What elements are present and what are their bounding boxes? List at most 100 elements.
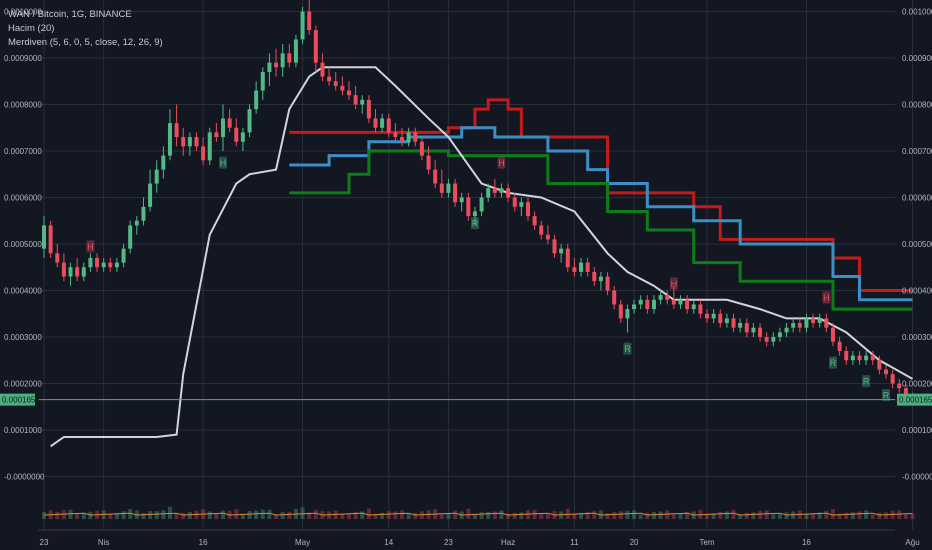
volume-bar [857, 511, 862, 519]
volume-bar [824, 510, 829, 519]
left-price-axis[interactable]: 0.00110000.00100000.00090000.00080000.00… [0, 0, 45, 482]
volume-bar [108, 514, 113, 519]
volume-bar [128, 509, 133, 519]
ladder-indicator-label[interactable]: Merdiven (5, 6, 0, 5, close, 12, 26, 9) [8, 37, 163, 48]
volume-bar [340, 514, 345, 519]
volume-bar [373, 513, 378, 519]
volume-bar [830, 509, 835, 519]
volume-bar [400, 510, 405, 519]
signal-marker-box [623, 342, 632, 355]
candle-body [360, 99, 365, 105]
candle-body [187, 137, 192, 147]
candle-body [121, 248, 126, 263]
volume-bar [300, 507, 305, 519]
candle-body [744, 323, 749, 333]
volume-bar [446, 512, 451, 519]
candle-body [42, 225, 46, 249]
volume-bar [844, 512, 849, 519]
volume-bar [711, 513, 716, 519]
signal-marker-label: H [671, 279, 678, 289]
ladder-line-green [289, 149, 913, 311]
candle-body [453, 183, 458, 203]
left-axis-tick-label: 0.0002000 [4, 380, 42, 389]
time-axis[interactable]: 23Nis16May1423Haz1120Tem16Ağu1322Eyl1019… [38, 529, 932, 547]
left-axis-tick-label: 0.0004000 [4, 287, 42, 296]
candle-body [293, 39, 298, 63]
right-price-axis[interactable]: 0.00110000.00100000.00090000.00080000.00… [897, 0, 932, 482]
candle-body [565, 248, 570, 268]
volume-bar [380, 512, 385, 519]
signal-marker-label: R [883, 391, 890, 401]
candle-body [890, 374, 895, 384]
right-axis-tick-label: 0.0004000 [902, 287, 932, 296]
volume-bar [777, 513, 782, 519]
time-axis-tick-label: 16 [199, 538, 208, 547]
right-last-price-label: 0.0001653 [899, 396, 932, 405]
right-axis-tick-label: 0.0003000 [902, 333, 932, 342]
candle-body [857, 355, 862, 361]
volume-bar [75, 513, 80, 519]
volume-bar [758, 510, 763, 519]
volume-bar [360, 511, 365, 519]
left-axis-tick-label: 0.0005000 [4, 240, 42, 249]
volume-bar [605, 513, 610, 519]
volume-bar [280, 512, 285, 519]
left-axis-tick-label: -0.0000000 [4, 473, 45, 482]
candle-body [764, 337, 769, 342]
volume-bar [870, 514, 875, 519]
candle-body [870, 355, 875, 361]
volume-bar [705, 514, 709, 519]
volume-bar [221, 510, 226, 519]
candle-body [280, 53, 285, 68]
candle-body [446, 183, 451, 193]
candle-body [95, 257, 100, 268]
right-axis-tick-label: 0.0009000 [902, 54, 932, 63]
signal-marker-label: H [498, 158, 505, 168]
candle-body [194, 137, 199, 147]
volume-bar [366, 508, 371, 519]
signal-marker-box [882, 389, 891, 402]
candle-body [439, 183, 444, 193]
signal-marker-box [86, 240, 95, 253]
candle-body [665, 295, 670, 300]
candle-body [221, 118, 226, 138]
right-axis-tick-label: 0.0002000 [902, 380, 932, 389]
candle-body [844, 350, 849, 361]
candle-body [559, 248, 564, 254]
volume-bar [903, 513, 908, 519]
signal-marker-box [470, 217, 479, 230]
candle-body [711, 313, 716, 319]
candle-body [579, 262, 584, 272]
time-axis-tick-label: Nis [98, 538, 110, 547]
volume-bar [612, 512, 617, 519]
candle-body [174, 123, 179, 138]
candle-body [141, 206, 146, 221]
candle-body [791, 323, 796, 328]
candle-body [101, 262, 106, 268]
right-axis-tick-label: 0.0005000 [902, 240, 932, 249]
ladder-line-red [289, 98, 913, 292]
volume-bar [466, 508, 471, 519]
volume-indicator-label[interactable]: Hacim (20) [8, 23, 55, 34]
candle-body [48, 225, 53, 254]
volume-bar [678, 513, 683, 519]
volume-bar [671, 514, 676, 519]
candle-body [486, 188, 491, 198]
symbol-title[interactable]: WAN / Bitcoin, 1G, BINANCE [8, 9, 132, 20]
volume-ma-line [43, 512, 913, 516]
volume-bar [877, 512, 882, 519]
candle-body [638, 299, 643, 305]
candles [42, 0, 915, 403]
candle-body [545, 234, 550, 240]
candle-body [651, 299, 656, 310]
candle-body [592, 271, 597, 282]
candle-body [731, 318, 736, 328]
candle-body [612, 290, 617, 305]
candle-body [346, 90, 351, 96]
volume-bar [665, 510, 670, 519]
volume-bar [545, 513, 550, 519]
volume-bar [161, 510, 166, 519]
right-axis-tick-label: -0.0000000 [902, 473, 932, 482]
candle-body [313, 30, 318, 63]
